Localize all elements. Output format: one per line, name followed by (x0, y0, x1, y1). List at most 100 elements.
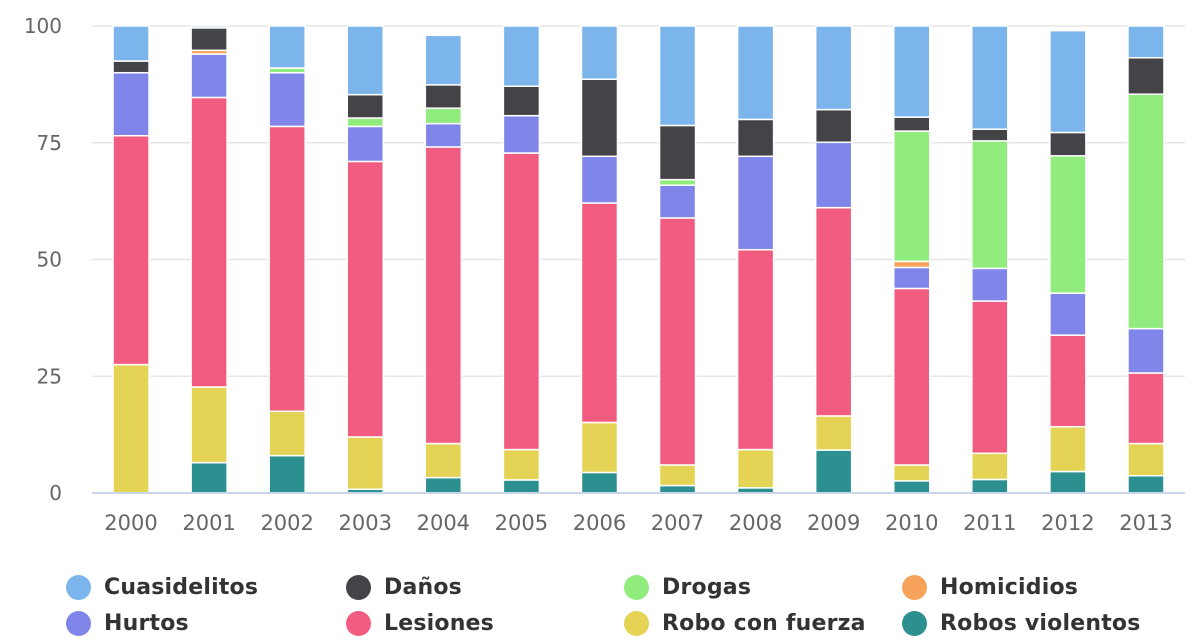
x-tick-label: 2004 (417, 511, 470, 535)
bar-segment[interactable] (1049, 131, 1087, 157)
bar-segment[interactable] (580, 78, 619, 158)
bar-segment[interactable] (580, 202, 619, 424)
legend-item[interactable]: Daños (346, 570, 462, 604)
bar-segment[interactable] (1127, 327, 1165, 374)
bar-segment[interactable] (971, 300, 1009, 455)
bar-segment[interactable] (814, 449, 853, 494)
bar-segment[interactable] (893, 287, 931, 466)
bar-segment[interactable] (346, 117, 384, 128)
bar-segment[interactable] (736, 25, 775, 121)
bar-segment[interactable] (1049, 425, 1087, 473)
bar-segment[interactable] (1049, 29, 1087, 134)
bar-segment[interactable] (190, 96, 228, 388)
bar-segment[interactable] (1127, 474, 1165, 494)
bar-segment[interactable] (814, 415, 853, 451)
bar-segment[interactable] (893, 25, 931, 118)
bar-segment[interactable] (424, 107, 463, 125)
bar-segment[interactable] (580, 471, 619, 494)
bar-segment[interactable] (814, 206, 853, 417)
bar-segment[interactable] (268, 71, 306, 128)
bar-segment[interactable] (502, 448, 541, 481)
bar-segment[interactable] (893, 464, 931, 482)
bar-segment[interactable] (502, 25, 541, 87)
bar-segment[interactable] (893, 266, 931, 290)
bar-segment[interactable] (346, 25, 384, 96)
bar-segment[interactable] (1127, 93, 1165, 330)
bar-segment[interactable] (502, 85, 541, 117)
bar-segment[interactable] (814, 108, 853, 144)
bar-segment[interactable] (112, 60, 150, 74)
bar-segment[interactable] (502, 152, 541, 451)
bar-segment[interactable] (658, 484, 697, 494)
bar-segment[interactable] (893, 130, 931, 263)
bar-segment[interactable] (1127, 57, 1165, 95)
bar-segment[interactable] (1049, 334, 1087, 428)
bar-segment[interactable] (658, 25, 697, 127)
bar-segment[interactable] (190, 386, 228, 464)
bar-segment[interactable] (190, 461, 228, 494)
bar-segment[interactable] (424, 122, 463, 148)
bar-segment[interactable] (1049, 292, 1087, 336)
bar-segment[interactable] (658, 124, 697, 181)
bar-segment[interactable] (971, 140, 1009, 270)
legend-item[interactable]: Drogas (624, 570, 751, 604)
bar-segment[interactable] (658, 184, 697, 219)
legend-item[interactable]: Cuasidelitos (66, 570, 258, 604)
bar-segment[interactable] (658, 464, 697, 487)
bar-segment[interactable] (893, 116, 931, 132)
bar-segment[interactable] (814, 25, 853, 111)
bar-segment[interactable] (814, 141, 853, 209)
bar-segment[interactable] (971, 128, 1009, 142)
legend-item[interactable]: Lesiones (346, 606, 494, 640)
bar-segment[interactable] (502, 114, 541, 154)
bar-segment[interactable] (971, 25, 1009, 130)
bar-segment[interactable] (1049, 155, 1087, 294)
bar-segment[interactable] (424, 442, 463, 479)
bar-segment[interactable] (190, 27, 228, 52)
bar-segment[interactable] (1127, 372, 1165, 445)
bar-segment[interactable] (424, 84, 463, 109)
legend-item[interactable]: Robos violentos (902, 606, 1141, 640)
x-tick-label: 2002 (260, 511, 313, 535)
bar-segment[interactable] (1127, 25, 1165, 59)
bar-segment[interactable] (268, 125, 306, 413)
bar-segment[interactable] (1127, 442, 1165, 477)
bar-stack-2009 (814, 25, 853, 494)
bar-segment[interactable] (112, 134, 150, 366)
legend-item[interactable]: Robo con fuerza (624, 606, 866, 640)
bar-segment[interactable] (893, 260, 931, 269)
bar-segment[interactable] (736, 448, 775, 489)
bar-segment[interactable] (736, 248, 775, 451)
bar-segment[interactable] (580, 25, 619, 80)
bar-segment[interactable] (580, 155, 619, 204)
bar-segment[interactable] (658, 217, 697, 466)
bar-segment[interactable] (346, 436, 384, 491)
bar-segment[interactable] (112, 71, 150, 137)
bar-segment[interactable] (736, 118, 775, 158)
bar-segment[interactable] (268, 454, 306, 494)
bar-segment[interactable] (502, 479, 541, 494)
bar-segment[interactable] (424, 146, 463, 445)
bar-segment[interactable] (346, 125, 384, 163)
bar-segment[interactable] (736, 155, 775, 251)
bar-segment[interactable] (190, 53, 228, 99)
bar-segment[interactable] (424, 476, 463, 494)
bar-segment[interactable] (112, 25, 150, 62)
bar-segment[interactable] (190, 25, 228, 29)
bar-segment[interactable] (346, 160, 384, 438)
bar-segment[interactable] (424, 34, 463, 86)
bar-segment[interactable] (658, 178, 697, 186)
bar-segment[interactable] (268, 25, 306, 69)
bar-segment[interactable] (1049, 470, 1087, 494)
bar-segment[interactable] (112, 363, 150, 494)
bar-segment[interactable] (893, 480, 931, 494)
bar-segment[interactable] (268, 410, 306, 457)
bar-segment[interactable] (971, 478, 1009, 494)
legend-item[interactable]: Hurtos (66, 606, 189, 640)
bar-segment[interactable] (971, 452, 1009, 481)
bar-segment[interactable] (580, 421, 619, 474)
legend-item[interactable]: Homicidios (902, 570, 1078, 604)
legend-label: Cuasidelitos (104, 574, 259, 600)
bar-segment[interactable] (971, 267, 1009, 302)
bar-segment[interactable] (346, 93, 384, 119)
